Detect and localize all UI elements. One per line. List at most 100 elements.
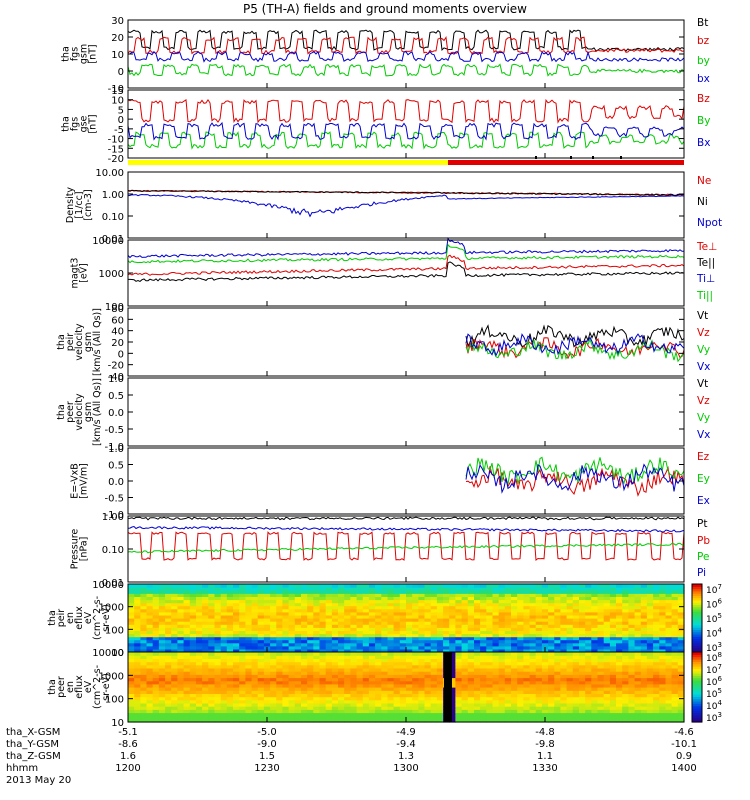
spectrogram-cell — [202, 633, 209, 638]
spectrogram-cell — [276, 677, 284, 682]
spectrogram-cell — [294, 645, 302, 650]
spectrogram-cell — [350, 715, 358, 720]
spectrogram-cell — [368, 712, 376, 717]
spectrogram-cell — [381, 718, 389, 723]
spectrogram-cell — [177, 690, 185, 694]
spectrogram-cell — [492, 658, 500, 663]
spectrogram-cell — [189, 658, 197, 663]
spectrogram-cell — [665, 693, 673, 698]
spectrogram-cell — [622, 584, 629, 588]
spectrogram-cell — [381, 624, 389, 628]
spectrogram-cell — [331, 627, 339, 631]
spectrogram-cell — [165, 712, 172, 717]
spectrogram-cell — [381, 621, 389, 625]
spectrogram-cell — [523, 655, 531, 659]
spectrogram-cell — [294, 608, 302, 613]
spectrogram-cell — [356, 593, 364, 597]
spectrogram-cell — [591, 696, 599, 701]
spectrogram-cell — [152, 658, 160, 663]
spectrogram-cell — [282, 712, 290, 717]
spectrogram-cell — [603, 590, 611, 594]
spectrogram-cell — [554, 696, 562, 701]
spectrogram-cell — [659, 608, 667, 613]
spectrogram-cell — [152, 702, 160, 707]
spectrogram-cell — [640, 696, 648, 701]
spectrogram-cell — [325, 687, 333, 691]
spectrogram-cell — [165, 693, 172, 698]
spectrogram-cell — [362, 718, 370, 723]
spectrogram-cell — [288, 608, 296, 613]
spectrogram-cell — [344, 633, 351, 638]
spectrogram-cell — [393, 677, 401, 682]
spectrogram-cell — [165, 624, 172, 628]
spectrogram-cell — [319, 593, 327, 597]
legend-pressure-0: Pt — [697, 518, 707, 530]
series-peir_velocity-2 — [465, 338, 685, 363]
spectrogram-cell — [152, 696, 160, 701]
spectrogram-cell — [399, 696, 407, 701]
spectrogram-cell — [387, 636, 395, 641]
spectrogram-cell — [319, 608, 327, 613]
spectrogram-cell — [436, 690, 444, 694]
spectrogram-cell — [399, 661, 407, 666]
spectrogram-cell — [307, 596, 314, 601]
spectrogram-cell — [257, 611, 265, 616]
spectrogram-cell — [541, 652, 549, 656]
spectrogram-cell — [189, 677, 197, 682]
spectrogram-cell — [140, 690, 148, 694]
spectrogram-cell — [375, 636, 382, 641]
spectrogram-cell — [622, 693, 629, 698]
spectrogram-cell — [239, 593, 246, 597]
spectrogram-cell — [597, 584, 605, 588]
spectrogram-cell — [196, 590, 203, 594]
spectrogram-cell — [226, 590, 234, 594]
spectrogram-cell — [480, 624, 487, 628]
spectrogram-cell — [257, 593, 265, 597]
spectrogram-cell — [634, 687, 642, 691]
spectrogram-cell — [294, 611, 302, 616]
spectrogram-cell — [214, 671, 222, 675]
spectrogram-cell — [350, 608, 358, 613]
spectrogram-cell — [504, 674, 512, 679]
spectrogram-cell — [646, 709, 654, 714]
spectrogram-cell — [177, 584, 185, 588]
spectrogram-cell — [406, 648, 413, 653]
spectrogram-cell — [511, 618, 518, 622]
spectrogram-cell — [158, 639, 166, 644]
spectrogram-cell — [566, 690, 574, 694]
spectrogram-cell — [560, 702, 568, 707]
spectrogram-cell — [393, 648, 401, 653]
spectrogram-cell — [294, 624, 302, 628]
spectrogram-cell — [646, 599, 654, 604]
spectrogram-cell — [282, 658, 290, 663]
spectrogram-cell — [412, 706, 419, 710]
spectrogram-cell — [257, 693, 265, 698]
spectrogram-cell — [430, 699, 438, 704]
spectrogram-cell — [288, 590, 296, 594]
spectrogram-cell — [640, 608, 648, 613]
colorbar-cell — [692, 613, 702, 617]
spectrogram-cell — [387, 690, 395, 694]
spectrogram-cell — [393, 624, 401, 628]
spectrogram-cell — [344, 702, 351, 707]
spectrogram-cell — [189, 584, 197, 588]
x-axis-date: 2013 May 20 — [6, 775, 71, 786]
spectrogram-cell — [646, 596, 654, 601]
spectrogram-cell — [467, 677, 475, 682]
spectrogram-cell — [646, 677, 654, 682]
spectrogram-cell — [572, 712, 580, 717]
spectrogram-cell — [350, 718, 358, 723]
x-axis-value: 1400 — [671, 763, 696, 774]
y-tick-label: -20 — [108, 154, 124, 165]
spectrogram-cell — [183, 677, 191, 682]
spectrogram-cell — [467, 624, 475, 628]
spectrogram-cell — [177, 645, 185, 650]
spectrogram-cell — [158, 718, 166, 723]
spectrogram-cell — [375, 658, 382, 663]
spectrogram-cell — [152, 630, 160, 635]
spectrogram-cell — [189, 715, 197, 720]
spectrogram-cell — [486, 709, 494, 714]
spectrogram-cell — [399, 636, 407, 641]
spectrogram-cell — [183, 715, 191, 720]
spectrogram-cell — [436, 648, 444, 653]
